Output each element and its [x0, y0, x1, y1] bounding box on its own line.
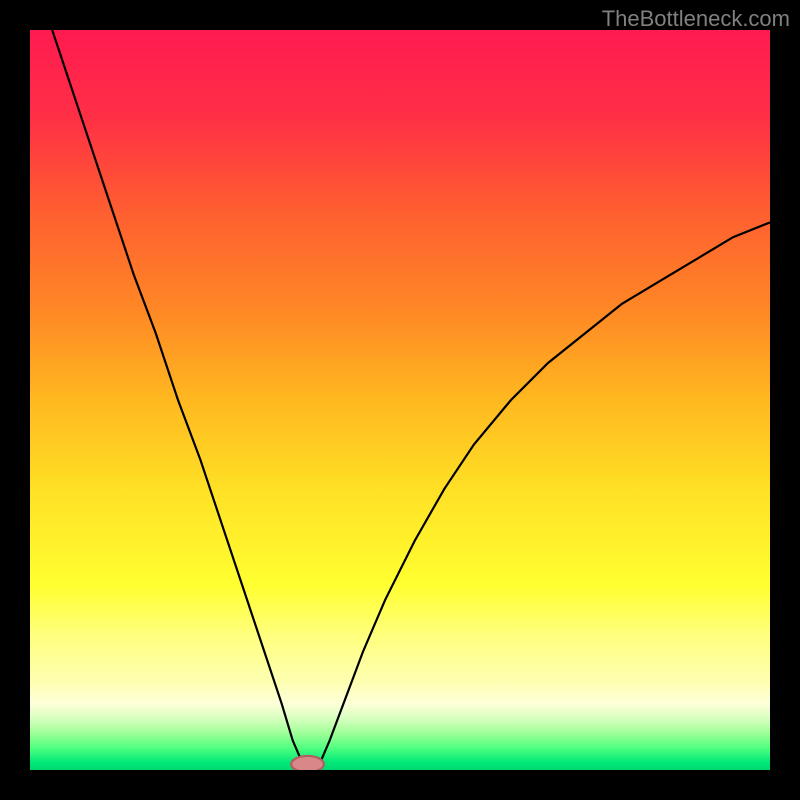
chart-background: [30, 30, 770, 770]
bottleneck-chart: [30, 30, 770, 770]
watermark-text: TheBottleneck.com: [602, 6, 790, 32]
minimum-marker: [291, 756, 324, 770]
